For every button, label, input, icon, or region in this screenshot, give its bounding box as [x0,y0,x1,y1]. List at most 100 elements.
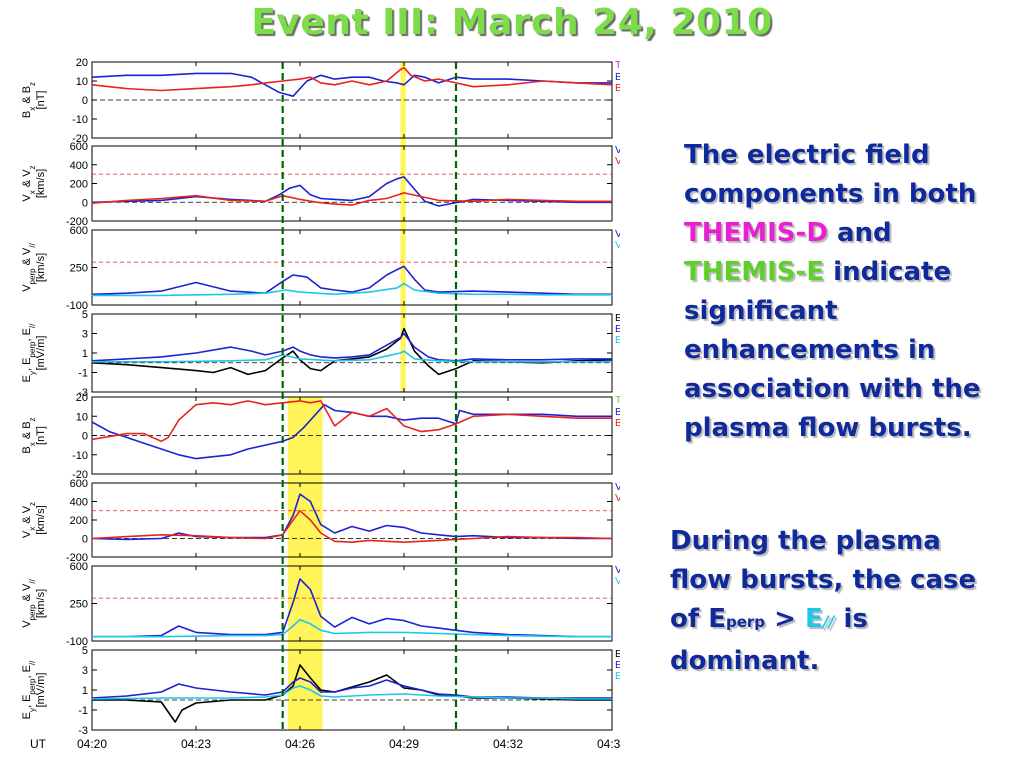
series-vz-line [91,192,612,206]
x-tick-label: 04:32 [493,737,523,751]
highlight-band-themis-d [400,62,406,392]
y-axis-title-part-3: z [28,502,37,506]
legend-entry: Vz [615,492,620,508]
series-bz-line [91,400,612,443]
p2-gt: > [765,604,805,634]
panel-frame [91,649,613,731]
legend-entry-part-0: V [615,239,620,251]
y-axis-title-part-0: B [21,111,33,118]
series-eperp-line [91,677,612,699]
y-axis-title-part-1: x [28,107,37,111]
series-vz-line [91,509,613,544]
x-tick-label: 04:20 [77,737,107,751]
legend-entry: Eperp [615,323,620,339]
series-vpar-line [92,282,612,297]
y-axis-unit: [km/s] [35,589,47,618]
panel-4: 531-1-3Ey, Eperp, E//[mV/m]EyEperpE// [21,309,620,399]
y-axis-title-part-3: z [28,82,37,86]
y-axis-title-part-2: & B [21,421,33,442]
series-eperp-line [91,332,612,362]
e-parallel-letter: E [804,604,823,634]
legend-entry: Eperp [615,659,620,675]
y-tick-label: 0 [82,197,88,209]
series-ey-line [91,327,613,376]
p2-perp-subscript: perp [726,613,766,631]
y-tick-label: 5 [82,645,88,657]
y-axis-title-part-2: & V [21,169,33,190]
y-axis-unit: [km/s] [35,169,47,198]
legend-entry: Vx [615,481,620,497]
legend-entry: Vx [615,144,620,160]
y-tick-label: 600 [70,141,88,153]
legend-entry: Vperp [615,564,620,580]
y-axis-title: Bx & Bz [21,82,37,118]
paragraph-electric-field: The electric field components in both TH… [684,136,1014,448]
y-tick-label: -3 [78,725,88,737]
y-axis-unit: [mV/m] [35,336,47,371]
spacecraft-label: THEMIS-D [615,59,620,71]
y-axis-title-part-5: // [28,323,37,328]
legend-entry-part-0: B [615,406,620,418]
legend-entry-part-0: E [615,648,620,660]
series-bx-line [91,72,612,97]
themis-d-label: THEMIS-D [684,218,828,248]
y-tick-label: -100 [66,636,88,648]
legend-entry-part-0: E [615,659,620,671]
y-axis-title-part-4: , E [21,328,33,341]
legend-entry-part-0: V [615,564,620,576]
y-tick-label: 20 [76,57,88,69]
y-axis-unit: [nT] [35,426,47,445]
legend-entry: Bz [615,417,620,433]
y-axis-title-part-3: z [28,165,37,169]
legend-entry: Bx [615,71,620,87]
legend-entry-part-0: B [615,71,620,83]
legend-entry-part-0: B [615,82,620,94]
legend-entry: Ey [615,648,620,664]
legend-entry-part-0: E [615,334,620,346]
y-tick-label: 0 [82,431,88,443]
y-axis-unit: [nT] [35,91,47,110]
y-axis-title-part-1: x [28,190,37,194]
e-parallel-symbol: E// [805,604,834,634]
y-axis-title-part-2: , E [21,695,33,708]
y-tick-label: -1 [78,705,88,717]
p1-text-b: indicate significant enhancements in ass… [684,257,981,443]
y-tick-label: 250 [70,599,88,611]
series-vx-line [91,176,612,207]
legend-entry-part-0: E [615,312,620,324]
legend-entry: Vz [615,155,620,171]
y-axis-label: Bx & Bz[nT] [21,82,47,118]
y-tick-label: 10 [76,76,88,88]
legend-entry: Bx [615,406,620,422]
y-tick-label: 20 [76,392,88,404]
series-epar-line [92,350,612,363]
y-axis-unit: [km/s] [35,505,47,534]
y-tick-label: -1 [78,368,88,380]
y-axis-title-part-1: y [28,708,37,712]
spacecraft-label: THEMIS-E [615,394,620,406]
series-vperp-line [91,265,612,296]
panel-frame [91,565,613,642]
x-tick-label: 04:35 [597,737,620,751]
y-axis-title-part-1: y [28,371,37,375]
y-axis-title-part-0: B [21,446,33,453]
y-axis-title: Vx & Vz [21,165,37,201]
legend-entry: E// [615,334,620,350]
y-tick-label: 3 [82,665,88,677]
panel-frame [91,482,613,558]
p2-text-a: During the plasma flow bursts, the case … [670,526,977,634]
y-axis-title-part-2: , E [21,358,33,371]
legend-entry: Bz [615,82,620,98]
x-axis-label-ut: UT [30,737,47,751]
y-tick-label: -3 [78,387,88,399]
panel-8: 531-1-3Ey, Eperp, E//[mV/m]EyEperpE// [21,645,620,737]
series-bx-line [91,403,612,460]
x-tick-label: 04:29 [389,737,419,751]
y-axis-label: Vperp & V//[km/s] [21,578,47,627]
y-tick-label: 200 [70,179,88,191]
y-axis-title-part-4: , E [21,665,33,678]
y-tick-label: 5 [82,309,88,321]
